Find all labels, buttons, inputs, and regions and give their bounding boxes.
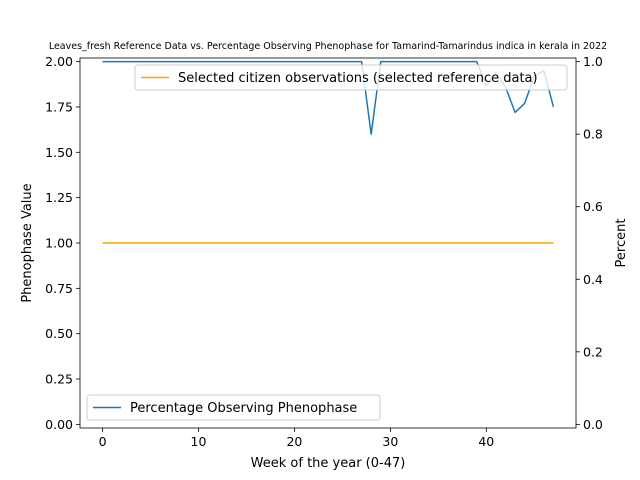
y-right-tick-label: 1.0 [583,54,603,69]
y-axis-left-label: Phenophase Value [20,183,35,302]
legend-box [86,394,381,421]
x-tick-label: 40 [478,434,494,449]
y-left-tick-label: 1.50 [45,145,73,160]
y-left-tick-label: 0.75 [45,281,73,296]
y-right-tick-label: 0.6 [583,199,603,214]
y-left-tick-label: 0.25 [45,372,73,387]
y-left-tick-label: 1.75 [45,99,73,114]
legend-0: Selected citizen observations (selected … [134,64,568,91]
x-axis-label: Week of the year (0-47) [251,456,406,471]
y-axis-right-label: Percent [614,219,629,268]
y-left-tick-label: 2.00 [45,54,73,69]
x-tick-label: 20 [286,434,302,449]
x-tick-label: 10 [191,434,207,449]
x-tick-label: 0 [99,434,107,449]
y-right-tick-label: 0.8 [583,127,603,142]
legend-label: Selected citizen observations (selected … [178,71,538,86]
x-tick-label: 30 [382,434,398,449]
legend-1: Percentage Observing Phenophase [86,394,381,421]
y-left-tick-label: 1.25 [45,190,73,205]
y-right-tick-label: 0.2 [583,344,603,359]
y-left-tick-label: 0.50 [45,326,73,341]
legend-box [134,64,568,91]
y-right-tick-label: 0.0 [583,417,603,432]
y-right-tick-label: 0.4 [583,272,603,287]
plot-area: 0 10 20 30 40 0.00 0.25 0.50 0.75 1.00 1.25 1.50 1.7… [45,54,603,449]
y-left-tick-label: 0.00 [45,417,73,432]
legend-label: Percentage Observing Phenophase [130,401,357,416]
chart-title: Leaves_fresh Reference Data vs. Percenta… [49,41,607,52]
y-left-tick-label: 1.00 [45,236,73,251]
